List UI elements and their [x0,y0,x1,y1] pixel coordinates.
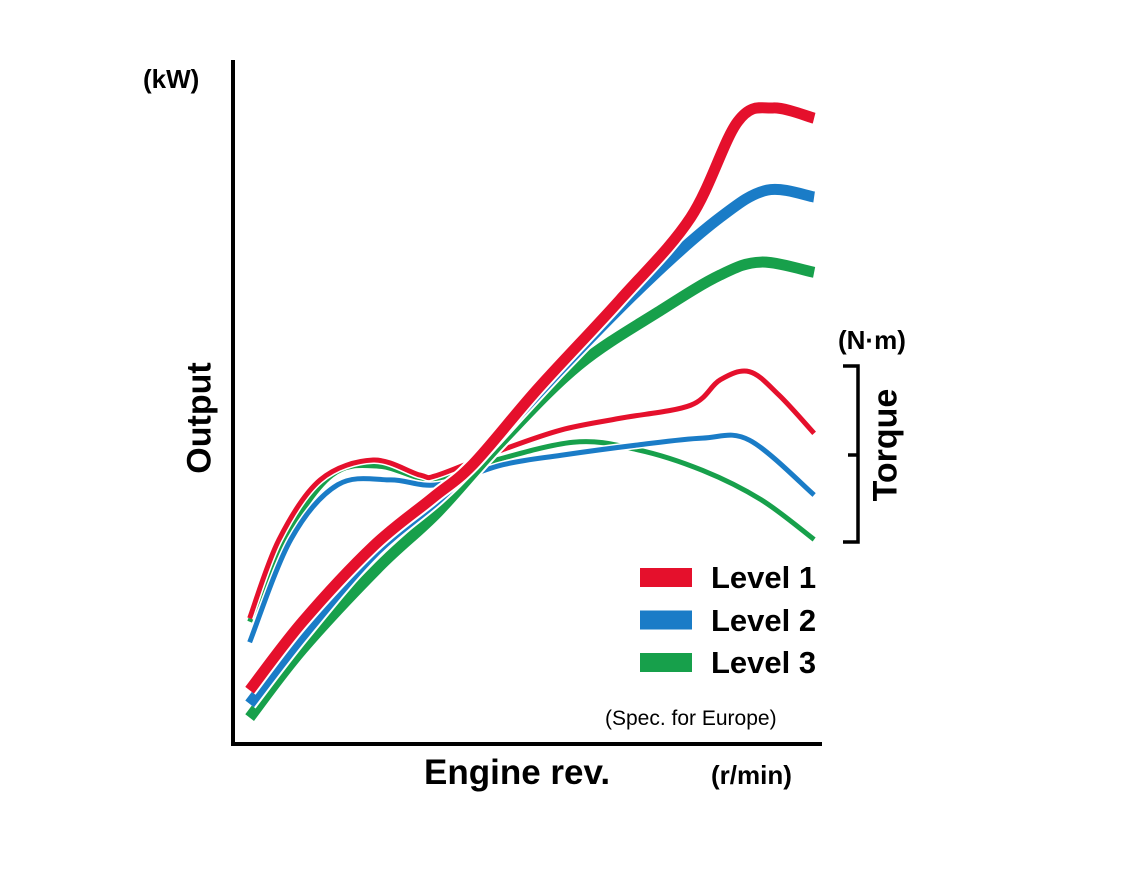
x-axis-label: Engine rev. [424,753,611,792]
y-axis-label: Output [180,362,219,474]
legend-label-level-1: Level 1 [711,560,817,595]
legend-swatch-level-1 [640,568,692,587]
legend-swatch-level-3 [640,653,692,672]
torque-unit-label: (N·m) [838,325,906,355]
spec-note: (Spec. for Europe) [605,707,777,730]
curves-group [243,100,818,723]
legend-label-level-3: Level 3 [711,645,817,680]
legend-swatch-level-2 [640,610,692,630]
legend-label-level-2: Level 2 [711,603,817,638]
output-curve-level-1 [245,102,816,694]
torque-curve-level-1 [247,368,816,620]
torque-curve-level-2 [247,432,816,644]
torque-bracket [843,364,860,544]
x-unit-label: (r/min) [711,760,792,790]
y-unit-label: (kW) [143,64,200,94]
torque-axis-label: Torque [866,388,905,502]
legend-swatches [640,568,692,672]
